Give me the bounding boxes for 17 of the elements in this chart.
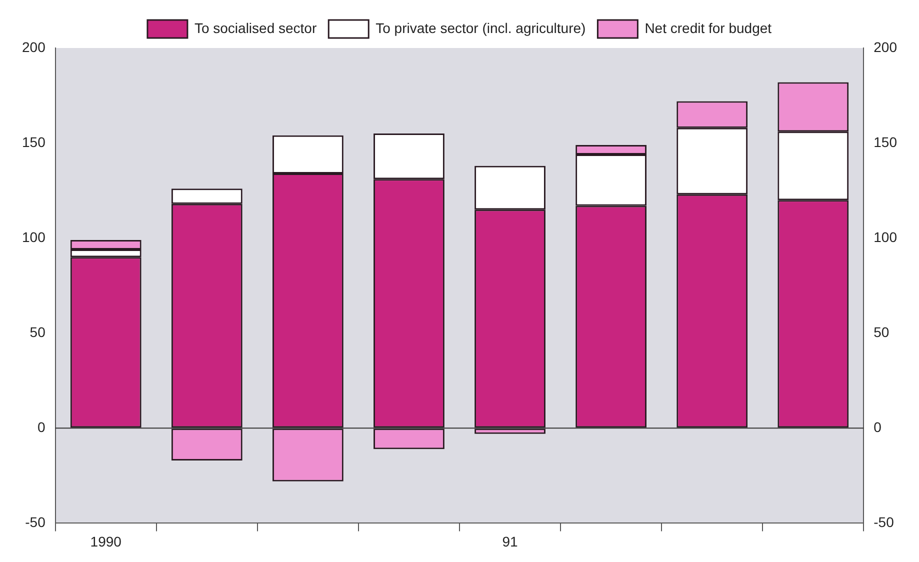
y2-tick-label: 100	[874, 228, 898, 245]
legend-label: Net credit for budget	[644, 20, 772, 36]
y2-tick-label: 200	[874, 38, 898, 55]
y-tick-label: 200	[22, 38, 46, 55]
legend-label: To socialised sector	[194, 20, 317, 36]
y-tick-label: 50	[30, 324, 46, 340]
y-tick-label: 100	[22, 228, 46, 245]
y2-tick-label: -50	[874, 514, 894, 530]
x-tick-label: 1990	[90, 533, 122, 550]
y2-tick-label: 150	[874, 134, 898, 150]
y-tick-label: 150	[22, 134, 46, 150]
y2-tick-label: 50	[874, 324, 890, 340]
y-tick-label: -50	[25, 514, 46, 530]
y2-tick-label: 0	[874, 419, 882, 436]
y-tick-label: 0	[38, 419, 46, 436]
x-tick-label: 91	[502, 533, 518, 550]
legend-label: To private sector (incl. agriculture)	[376, 20, 586, 36]
